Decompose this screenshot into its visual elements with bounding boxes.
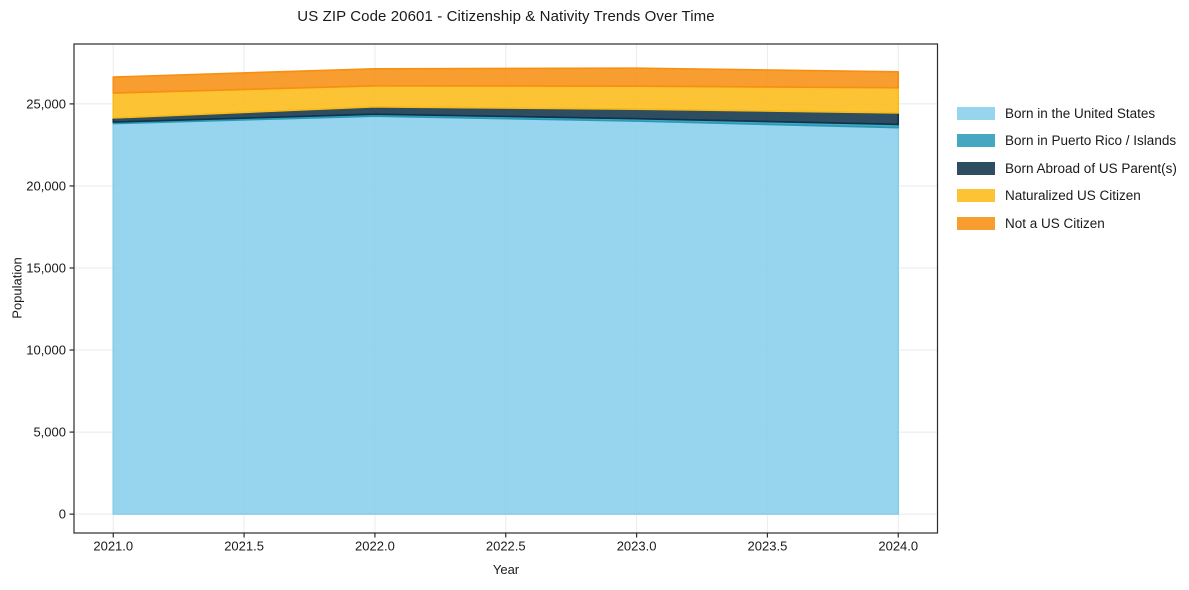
x-tick-label: 2024.0 xyxy=(878,539,918,554)
legend-swatch-born-abroad xyxy=(957,161,995,175)
legend-item-naturalized: Naturalized US Citizen xyxy=(957,188,1177,203)
y-tick-label: 15,000 xyxy=(26,260,66,275)
y-tick-label: 0 xyxy=(59,507,66,522)
x-tick-label: 2021.5 xyxy=(224,539,264,554)
legend-label-born-abroad: Born Abroad of US Parent(s) xyxy=(1005,160,1177,176)
legend-item-puerto-rico: Born in Puerto Rico / Islands xyxy=(957,133,1177,148)
y-tick-label: 25,000 xyxy=(26,96,66,111)
x-tick-label: 2023.0 xyxy=(617,539,657,554)
legend-item-born-us: Born in the United States xyxy=(957,105,1177,121)
y-axis-label: Population xyxy=(9,257,25,319)
legend-swatch-naturalized xyxy=(957,189,995,202)
legend-label-born-us: Born in the United States xyxy=(1005,105,1156,121)
x-tick-label: 2022.0 xyxy=(355,539,395,554)
chart-title: US ZIP Code 20601 - Citizenship & Nativi… xyxy=(297,8,715,25)
x-tick-label: 2023.5 xyxy=(748,539,788,554)
legend-swatch-puerto-rico xyxy=(957,134,995,147)
legend-swatch-born-us xyxy=(957,106,995,120)
legend-label-naturalized: Naturalized US Citizen xyxy=(1005,188,1141,203)
legend-swatch-not-citizen xyxy=(957,216,995,230)
x-tick-label: 2022.5 xyxy=(486,539,526,554)
legend: Born in the United States Born in Puerto … xyxy=(957,105,1177,231)
x-axis-label: Year xyxy=(492,562,520,577)
legend-item-born-abroad: Born Abroad of US Parent(s) xyxy=(957,160,1177,176)
area-series-not-citizen xyxy=(112,67,900,94)
y-tick-label: 10,000 xyxy=(26,343,66,358)
y-tick-label: 5,000 xyxy=(33,425,66,440)
area-series-born-us xyxy=(112,115,900,515)
legend-label-puerto-rico: Born in Puerto Rico / Islands xyxy=(1005,133,1177,148)
legend-item-not-citizen: Not a US Citizen xyxy=(957,215,1177,231)
x-tick-label: 2021.0 xyxy=(93,539,133,554)
y-tick-label: 20,000 xyxy=(26,178,66,193)
legend-label-not-citizen: Not a US Citizen xyxy=(1005,215,1105,231)
